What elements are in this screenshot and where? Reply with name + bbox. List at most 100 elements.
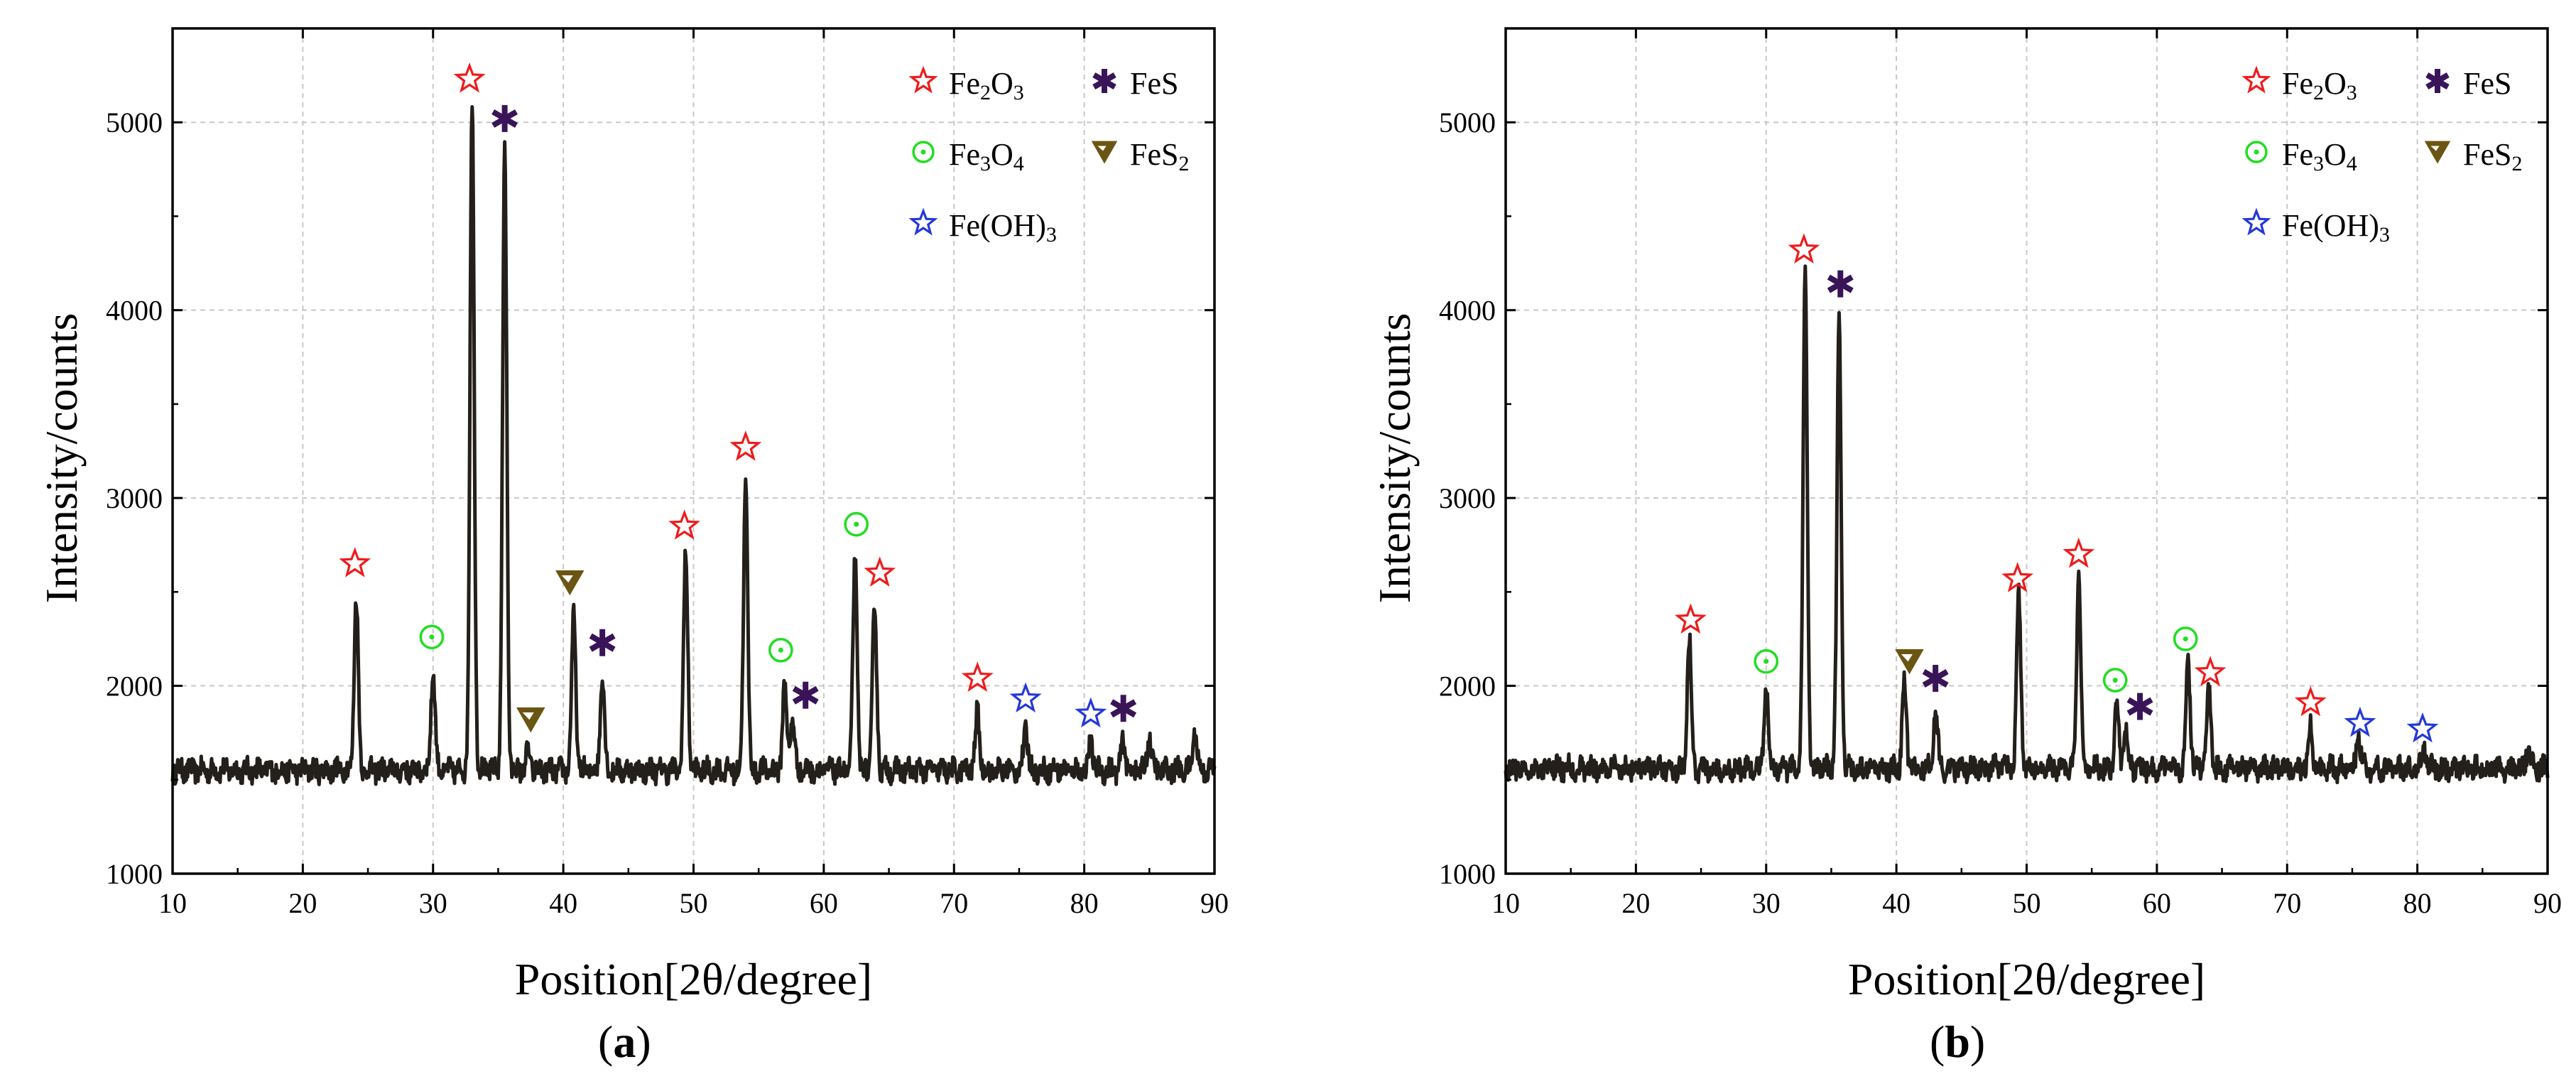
legend-marker-fes-stroke bbox=[1092, 72, 1116, 89]
legend-label-part: FeS bbox=[2463, 137, 2511, 172]
phase-marker-fe3o4-ring bbox=[1754, 648, 1779, 674]
x-tick-label: 90 bbox=[2533, 887, 2562, 919]
legend-label-part: FeS bbox=[1130, 137, 1178, 172]
panel-label-a: (a) bbox=[598, 1016, 651, 1067]
phase-marker-fes bbox=[1110, 695, 1137, 722]
phase-marker-fes bbox=[1827, 270, 1854, 298]
legend-label-part: Fe bbox=[2282, 66, 2313, 101]
phase-marker-fes-stroke bbox=[1110, 699, 1137, 718]
phase-marker-fe2o3 bbox=[961, 661, 994, 692]
legend-label-part: 2 bbox=[2511, 152, 2522, 175]
phase-marker-fe3o4-ring bbox=[768, 637, 793, 663]
x-tick-label: 10 bbox=[158, 887, 187, 919]
phase-marker-fes-stroke bbox=[1922, 669, 1949, 688]
phase-marker-fe3o4-dot bbox=[429, 634, 435, 640]
phase-marker-fe2o3 bbox=[864, 556, 896, 587]
phase-marker-fe2o3 bbox=[2063, 537, 2095, 568]
x-tick-label: 80 bbox=[2403, 887, 2432, 919]
xrd-spectrum-line bbox=[1504, 264, 2550, 785]
phase-marker-feoh3 bbox=[1075, 697, 1107, 728]
phase-marker-fe3o4 bbox=[419, 624, 445, 650]
legend-label-part: 4 bbox=[2347, 152, 2357, 175]
x-tick-label: 70 bbox=[2273, 887, 2301, 919]
chart-panel-b: 10 20 30 40 50 60 70 80 90 1000 2000 3000 4000 5000 Po… bbox=[1369, 27, 2562, 1004]
phase-marker-fes-stroke bbox=[491, 109, 518, 128]
legend-label-part: Fe(OH) bbox=[949, 208, 1046, 243]
x-tick-label: 60 bbox=[2143, 887, 2171, 919]
phase-marker-fe3o4 bbox=[844, 511, 869, 537]
phase-marker-fe2o3 bbox=[339, 547, 371, 577]
x-axis-label: Position[2θ/degree] bbox=[1848, 954, 2205, 1004]
x-tick-label: 40 bbox=[1882, 887, 1911, 919]
phase-marker-fe3o4-ring bbox=[844, 511, 869, 537]
phase-marker-fe3o4-ring bbox=[2102, 668, 2128, 693]
phase-marker-fe2o3 bbox=[729, 430, 762, 461]
legend-label-part: O bbox=[991, 66, 1013, 101]
x-tick-label: 80 bbox=[1070, 887, 1099, 919]
x-tick-label: 20 bbox=[1621, 887, 1650, 919]
legend-marker-fe3o4-ring bbox=[2245, 141, 2268, 163]
y-tick-label: 4000 bbox=[1439, 295, 1496, 327]
legend-label-part: O bbox=[991, 137, 1013, 172]
phase-marker-fe3o4-dot bbox=[778, 647, 783, 653]
y-tick-label: 1000 bbox=[106, 858, 163, 890]
legend-label: Fe2O3 bbox=[2282, 66, 2357, 104]
phase-marker-fes2-hole bbox=[522, 712, 534, 720]
legend-marker-fe2o3 bbox=[908, 65, 938, 94]
phase-marker-fe3o4 bbox=[2173, 626, 2198, 651]
phase-marker-fe3o4-dot bbox=[854, 521, 859, 527]
phase-marker-fe3o4 bbox=[768, 637, 793, 663]
plot-area bbox=[173, 28, 1214, 874]
phase-marker-fe2o3 bbox=[1788, 233, 1820, 264]
phase-marker-fe2o3 bbox=[453, 62, 486, 93]
phase-marker-fe3o4-dot bbox=[1763, 658, 1769, 664]
legend-label-part: 3 bbox=[1046, 223, 1057, 246]
phase-marker-fe3o4 bbox=[2102, 668, 2128, 693]
x-tick-label: 90 bbox=[1200, 887, 1229, 919]
phase-marker-fes2 bbox=[555, 570, 585, 596]
phase-marker-fe3o4-ring bbox=[2173, 626, 2198, 651]
legend-marker-fe3o4 bbox=[912, 141, 935, 163]
y-axis-label: Intensity/counts bbox=[36, 313, 87, 604]
plot-area bbox=[1506, 28, 2548, 874]
legend-label-part: Fe(OH) bbox=[2282, 208, 2379, 243]
x-tick-label: 40 bbox=[549, 887, 577, 919]
phase-marker-fes bbox=[1922, 664, 1949, 692]
phase-marker-fe2o3 bbox=[2194, 656, 2227, 687]
y-tick-label: 4000 bbox=[106, 295, 163, 327]
chart-panel-a: 10 20 30 40 50 60 70 80 90 1000 2000 3000 4000 5000 Po… bbox=[36, 27, 1229, 1004]
y-tick-label: 5000 bbox=[106, 107, 163, 139]
legend-label: Fe2O3 bbox=[949, 66, 1024, 104]
legend-label-part: 2 bbox=[980, 81, 991, 104]
legend-marker-fe3o4-ring bbox=[912, 141, 935, 163]
phase-marker-fes bbox=[792, 681, 819, 709]
y-tick-label: 2000 bbox=[106, 671, 163, 702]
phase-marker-fes2-hole bbox=[1901, 654, 1913, 662]
legend-marker-fes2-fill bbox=[2424, 141, 2451, 164]
legend-marker-fes bbox=[2425, 69, 2450, 93]
legend-label-part: Fe bbox=[949, 66, 980, 101]
x-tick-label: 10 bbox=[1491, 887, 1520, 919]
legend-marker-fes2 bbox=[1091, 141, 1118, 164]
phase-marker-fes2 bbox=[516, 707, 545, 733]
legend-marker-fes2-fill bbox=[1091, 141, 1118, 164]
x-tick-label: 60 bbox=[810, 887, 838, 919]
phase-marker-fe3o4 bbox=[1754, 648, 1779, 674]
legend-label: Fe3O4 bbox=[2282, 137, 2357, 175]
phase-marker-fe3o4-dot bbox=[2183, 636, 2188, 641]
phase-marker-fe2o3 bbox=[2294, 685, 2327, 717]
phase-marker-feoh3 bbox=[2344, 706, 2376, 737]
legend-label-part: 3 bbox=[1013, 81, 1024, 104]
phase-marker-fes-stroke bbox=[792, 685, 819, 705]
legend-marker-fe3o4-dot bbox=[2254, 149, 2259, 155]
phase-marker-feoh3 bbox=[2406, 712, 2439, 743]
phase-marker-fes bbox=[491, 104, 518, 132]
legend-marker-fes2-hole bbox=[1097, 146, 1107, 151]
x-axis-label: Position[2θ/degree] bbox=[515, 954, 872, 1004]
legend-marker-fe3o4 bbox=[2245, 141, 2268, 163]
legend-label-part: O bbox=[2324, 66, 2347, 101]
y-axis-label: Intensity/counts bbox=[1369, 313, 1420, 604]
legend-marker-feoh3 bbox=[2241, 207, 2271, 236]
